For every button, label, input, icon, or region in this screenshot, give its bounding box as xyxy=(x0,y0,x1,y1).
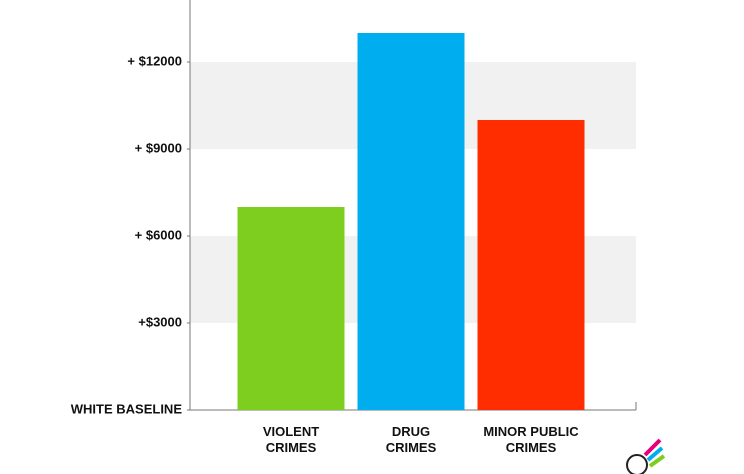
y-tick-label: + $12000 xyxy=(127,53,182,68)
bar xyxy=(237,207,345,410)
bar xyxy=(357,33,465,410)
x-tick-label: DRUG CRIMES xyxy=(385,424,437,455)
y-tick-label: WHITE BASELINE xyxy=(71,401,183,416)
x-tick-label: MINOR PUBLIC CRIMES xyxy=(483,424,579,455)
y-tick-label: + $6000 xyxy=(135,227,182,242)
y-tick-label: + $9000 xyxy=(135,140,182,155)
y-tick-label: +$3000 xyxy=(138,314,182,329)
x-tick-label: VIOLENT CRIMES xyxy=(262,424,320,455)
bar xyxy=(477,120,585,410)
logo xyxy=(626,438,666,474)
